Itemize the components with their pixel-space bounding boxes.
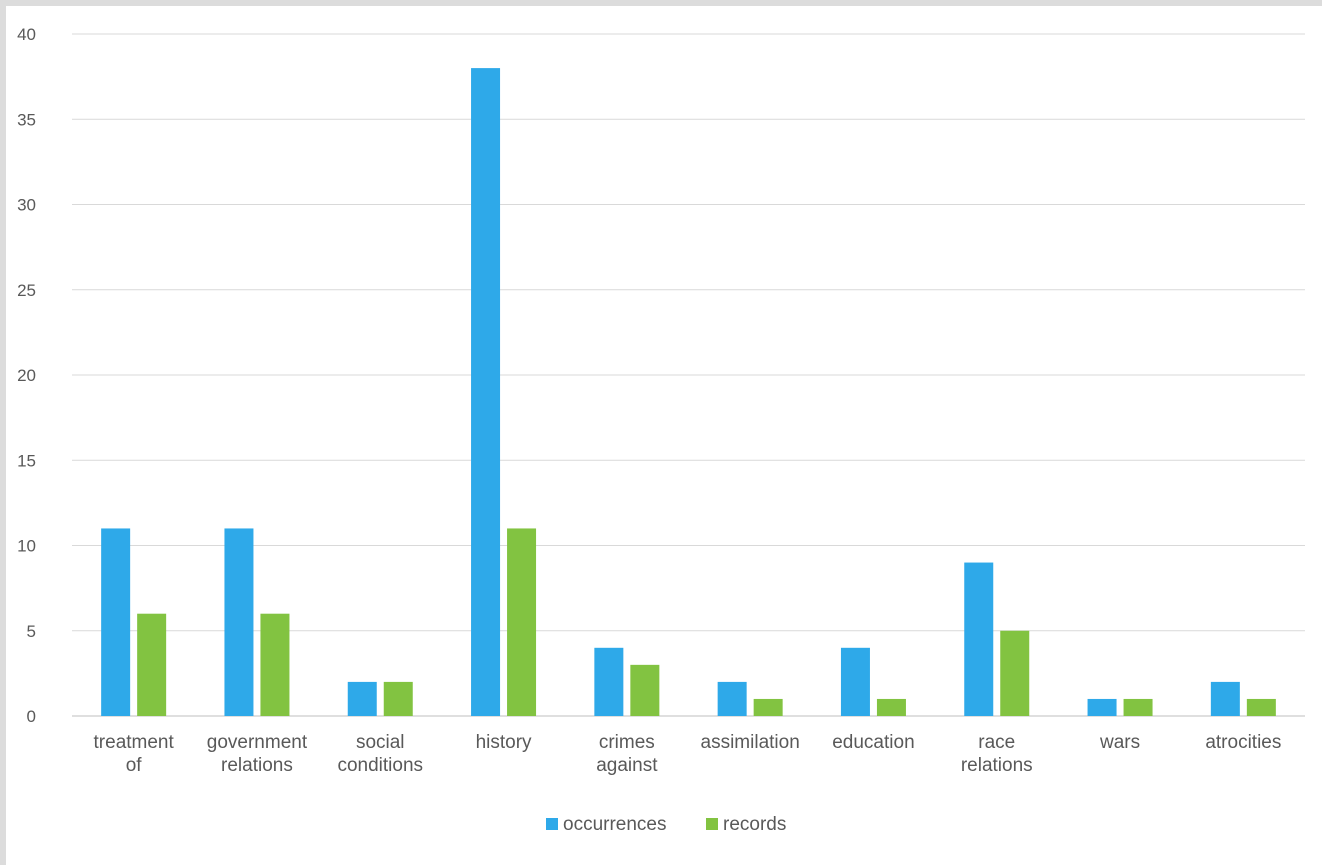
gridlines xyxy=(72,33,1305,717)
x-category-label-line: crimes xyxy=(599,732,655,753)
x-category-label: history xyxy=(476,732,532,753)
bar-records xyxy=(1123,698,1153,716)
legend-swatch-records xyxy=(706,818,718,830)
x-category-label: wars xyxy=(1099,732,1140,753)
bar-records xyxy=(260,613,290,716)
x-category-label-line: relations xyxy=(221,755,293,776)
x-category-label-line: of xyxy=(126,755,143,776)
x-category-label-line: race xyxy=(978,732,1015,753)
legend-label-occurrences: occurrences xyxy=(563,814,667,835)
y-tick-label: 10 xyxy=(17,537,36,556)
x-category-label-line: conditions xyxy=(337,755,423,776)
x-category-label-line: assimilation xyxy=(701,732,800,753)
bars xyxy=(101,68,1276,717)
y-tick-label: 25 xyxy=(17,281,36,300)
x-category-label-line: social xyxy=(356,732,405,753)
bar-occurrences xyxy=(1210,681,1240,716)
bar-records xyxy=(630,664,660,716)
bar-occurrences xyxy=(224,528,254,716)
x-category-label: treatment of xyxy=(94,732,175,776)
legend: occurrences records xyxy=(546,814,786,835)
y-tick-label: 15 xyxy=(17,451,36,470)
y-tick-label: 35 xyxy=(17,110,36,129)
x-category-label: atrocities xyxy=(1205,732,1281,753)
bar-occurrences xyxy=(717,681,747,716)
y-tick-label: 30 xyxy=(17,196,36,215)
bar-records xyxy=(876,698,906,716)
y-tick-label: 20 xyxy=(17,366,36,385)
bar-records xyxy=(1000,630,1030,716)
bar-records xyxy=(1246,698,1276,716)
x-category-label-line: against xyxy=(596,755,658,776)
x-category-label: government relations xyxy=(207,732,308,776)
bar-records xyxy=(753,698,783,716)
bar-occurrences xyxy=(594,647,624,716)
bar-occurrences xyxy=(347,681,377,716)
bar-occurrences xyxy=(840,647,870,716)
bar-records xyxy=(507,528,537,716)
x-category-label-line: education xyxy=(832,732,914,753)
bar-occurrences xyxy=(1087,698,1117,716)
bar-records xyxy=(383,681,413,716)
y-tick-label: 0 xyxy=(27,707,36,726)
y-tick-label: 5 xyxy=(27,622,36,641)
x-category-label: education xyxy=(832,732,914,753)
chart-area: 0 5 10 15 20 25 30 35 40 treatment of government re… xyxy=(6,6,1322,865)
x-category-label-line: wars xyxy=(1099,732,1140,753)
bar-records xyxy=(137,613,167,716)
y-tick-label: 40 xyxy=(17,25,36,44)
x-category-label-line: atrocities xyxy=(1205,732,1281,753)
x-category-label: social conditions xyxy=(337,732,423,776)
bar-occurrences xyxy=(101,528,131,716)
legend-label-records: records xyxy=(723,814,786,835)
x-category-label-line: history xyxy=(476,732,532,753)
legend-swatch-occurrences xyxy=(546,818,558,830)
x-category-label-line: treatment xyxy=(94,732,175,753)
y-axis-ticks: 0 5 10 15 20 25 30 35 40 xyxy=(17,25,36,726)
x-category-label: crimes against xyxy=(596,732,658,776)
bar-occurrences xyxy=(471,68,501,717)
bar-occurrences xyxy=(964,562,994,716)
x-category-label-line: relations xyxy=(961,755,1033,776)
x-category-label-line: government xyxy=(207,732,308,753)
x-category-label: race relations xyxy=(961,732,1033,776)
x-category-label: assimilation xyxy=(701,732,800,753)
